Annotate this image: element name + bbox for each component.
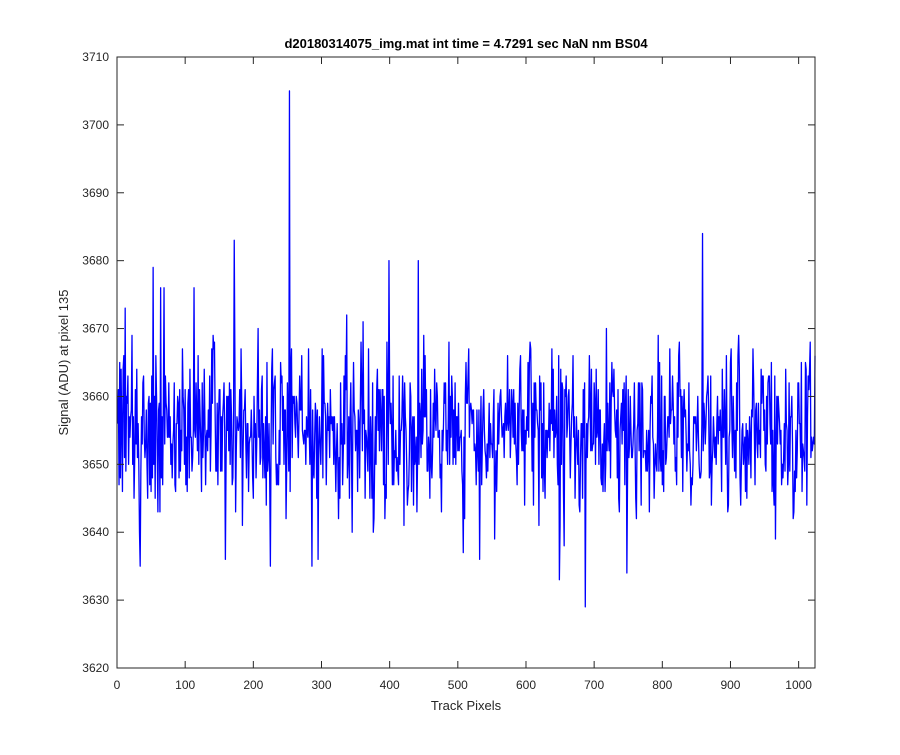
y-tick-label: 3630 <box>82 593 109 607</box>
y-tick-label: 3670 <box>82 322 109 336</box>
x-tick-label: 900 <box>720 678 740 692</box>
y-tick-label: 3650 <box>82 457 109 471</box>
y-axis-label: Signal (ADU) at pixel 135 <box>56 290 71 436</box>
x-tick-label: 100 <box>175 678 195 692</box>
y-tick-label: 3640 <box>82 525 109 539</box>
x-tick-label: 800 <box>652 678 672 692</box>
x-tick-label: 300 <box>311 678 331 692</box>
x-tick-label: 200 <box>243 678 263 692</box>
x-axis-ticks: 0 100 200 300 400 500 600 700 800 900 1000 <box>114 57 812 692</box>
x-axis-label: Track Pixels <box>431 698 502 713</box>
y-tick-label: 3660 <box>82 389 109 403</box>
y-tick-label: 3700 <box>82 118 109 132</box>
y-tick-label: 3620 <box>82 661 109 675</box>
x-tick-label: 0 <box>114 678 121 692</box>
x-tick-label: 600 <box>516 678 536 692</box>
series-line <box>117 90 816 608</box>
y-tick-label: 3690 <box>82 186 109 200</box>
y-tick-label: 3710 <box>82 50 109 64</box>
series-layer <box>117 90 816 608</box>
x-tick-label: 500 <box>448 678 468 692</box>
x-tick-label: 700 <box>584 678 604 692</box>
y-tick-label: 3680 <box>82 254 109 268</box>
chart-title: d20180314075_img.mat int time = 4.7291 s… <box>284 36 648 51</box>
x-tick-label: 400 <box>380 678 400 692</box>
y-axis-ticks: 3620 3630 3640 3650 3660 3670 3680 3690 3700 3710 <box>82 50 815 675</box>
axes-box <box>116 56 816 669</box>
x-tick-label: 1000 <box>785 678 812 692</box>
